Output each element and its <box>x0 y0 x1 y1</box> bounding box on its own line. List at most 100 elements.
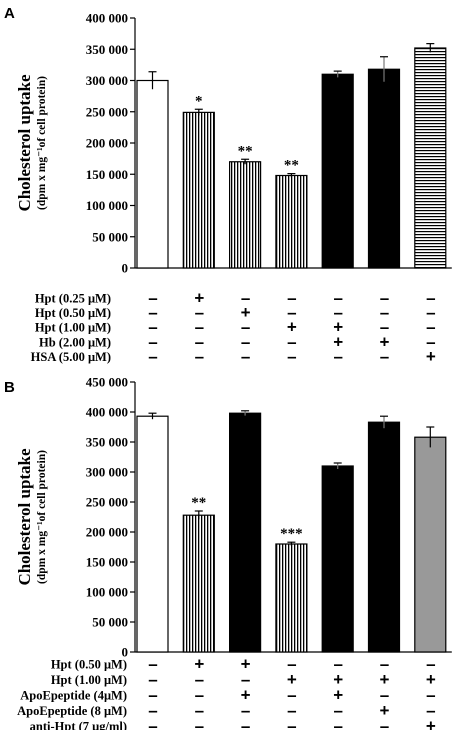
condition-sign: – <box>148 670 157 689</box>
condition-sign: – <box>333 289 342 308</box>
y-tick-label: 300 000 <box>86 73 128 88</box>
condition-sign: + <box>287 670 297 689</box>
condition-sign: – <box>195 318 204 337</box>
condition-sign: – <box>380 347 389 366</box>
significance-label: *** <box>280 526 303 542</box>
condition-sign: + <box>426 347 436 366</box>
condition-label: HSA (5.00 μM) <box>31 350 111 364</box>
condition-sign: – <box>148 655 157 674</box>
condition-sign: – <box>287 347 296 366</box>
condition-sign: – <box>426 303 435 322</box>
y-axis-label: Cholesterol uptake (dpm x mg⁻¹of cell pro… <box>15 74 48 212</box>
bar <box>229 412 262 653</box>
condition-sign: – <box>148 303 157 322</box>
y-tick-label: 100 000 <box>86 585 128 600</box>
y-tick-label: 200 000 <box>86 525 128 540</box>
y-tick-label: 350 000 <box>86 42 128 57</box>
bar <box>414 47 447 269</box>
condition-sign: – <box>148 686 157 705</box>
y-tick-label: 100 000 <box>86 198 128 213</box>
significance-label: ** <box>284 158 299 174</box>
condition-label: Hb (2.00 μM) <box>39 335 111 349</box>
y-axis-label-sub: (dpm x mg⁻¹of cell protein) <box>36 76 48 210</box>
condition-sign: + <box>426 717 436 730</box>
y-axis-label-main: Cholesterol uptake <box>15 74 34 212</box>
condition-sign: – <box>148 332 157 351</box>
y-tick-label: 250 000 <box>86 495 128 510</box>
condition-sign: – <box>380 717 389 730</box>
bar <box>321 73 354 269</box>
condition-sign: + <box>426 670 436 689</box>
y-tick-label: 450 000 <box>86 375 128 390</box>
condition-sign: – <box>333 655 342 674</box>
bar <box>275 543 308 653</box>
condition-sign: – <box>195 717 204 730</box>
condition-sign: – <box>287 332 296 351</box>
condition-sign: – <box>241 332 250 351</box>
condition-sign: – <box>426 318 435 337</box>
y-tick-label: 0 <box>122 645 129 660</box>
y-tick-label: 150 000 <box>86 167 128 182</box>
condition-sign: – <box>241 701 250 720</box>
bar <box>367 421 401 653</box>
condition-sign: – <box>241 318 250 337</box>
condition-sign: – <box>241 670 250 689</box>
significance-label: * <box>195 93 203 109</box>
y-tick-label: 200 000 <box>86 136 128 151</box>
y-tick-label: 300 000 <box>86 465 128 480</box>
condition-sign: – <box>380 655 389 674</box>
condition-sign: – <box>333 701 342 720</box>
y-tick-label: 0 <box>122 261 129 276</box>
panel-b: B Cholesterol uptake (dpm x mg⁻¹of cell pr… <box>4 375 452 730</box>
condition-sign: – <box>195 332 204 351</box>
condition-sign: – <box>287 655 296 674</box>
condition-sign: – <box>333 717 342 730</box>
bar <box>136 79 169 269</box>
panel-a: A Cholesterol uptake (dpm x mg⁻¹of cell pr… <box>4 5 452 366</box>
condition-label: ApoEpeptide (8 μM) <box>17 704 127 718</box>
condition-sign: + <box>333 686 343 705</box>
condition-sign: + <box>194 655 204 674</box>
condition-sign: – <box>287 686 296 705</box>
condition-sign: – <box>380 289 389 308</box>
panel-letter: B <box>4 379 15 396</box>
bar <box>136 415 169 653</box>
significance-label: ** <box>191 495 206 511</box>
condition-sign: – <box>287 717 296 730</box>
condition-label: ApoEpeptide (4μM) <box>20 689 127 703</box>
condition-sign: – <box>195 347 204 366</box>
condition-sign: – <box>241 289 250 308</box>
condition-label: Hpt (1.00 μM) <box>51 673 127 687</box>
condition-label: Hpt (0.50 μM) <box>35 306 111 320</box>
condition-sign: – <box>287 303 296 322</box>
bar <box>229 161 262 269</box>
condition-sign: + <box>287 318 297 337</box>
condition-sign: + <box>333 318 343 337</box>
condition-sign: + <box>241 655 251 674</box>
y-tick-label: 50 000 <box>92 229 128 244</box>
condition-sign: – <box>426 686 435 705</box>
condition-sign: + <box>380 670 390 689</box>
bar <box>182 111 215 269</box>
condition-sign: + <box>333 670 343 689</box>
condition-sign: – <box>426 289 435 308</box>
y-tick-label: 400 000 <box>86 405 128 420</box>
condition-sign: – <box>241 347 250 366</box>
condition-sign: – <box>195 303 204 322</box>
condition-sign: – <box>333 303 342 322</box>
condition-sign: – <box>287 701 296 720</box>
significance-label: ** <box>238 143 253 159</box>
condition-label: Hpt (0.50 μM) <box>51 658 127 672</box>
condition-sign: – <box>195 670 204 689</box>
y-tick-label: 250 000 <box>86 104 128 119</box>
condition-sign: + <box>241 686 251 705</box>
condition-sign: – <box>426 332 435 351</box>
condition-sign: – <box>333 347 342 366</box>
condition-sign: + <box>333 332 343 351</box>
bar <box>367 68 401 269</box>
y-tick-label: 150 000 <box>86 555 128 570</box>
condition-sign: – <box>287 289 296 308</box>
condition-sign: – <box>148 717 157 730</box>
condition-sign: – <box>195 686 204 705</box>
